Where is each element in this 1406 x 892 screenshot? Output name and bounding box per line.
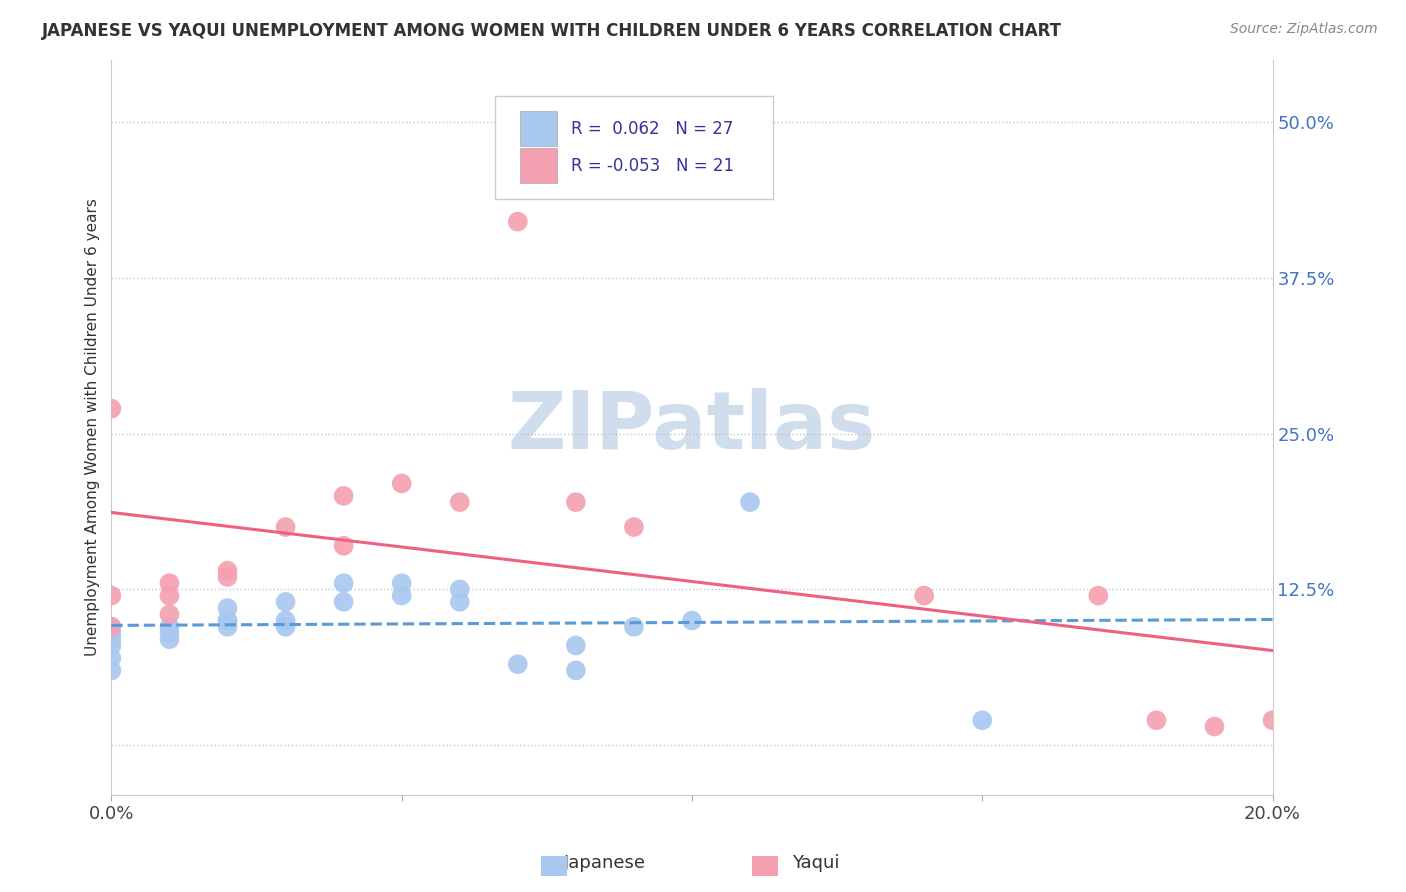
Point (159, 607, 181, 622)
Text: ZIPatlas: ZIPatlas (508, 388, 876, 467)
Point (217, 601, 239, 615)
Point (391, 576, 413, 591)
Point (159, 632, 181, 647)
Point (274, 595, 297, 609)
Point (738, 495, 761, 509)
Point (100, 664, 122, 678)
Text: Japanese: Japanese (564, 855, 645, 872)
FancyBboxPatch shape (520, 148, 557, 183)
Point (623, 620, 645, 634)
Point (159, 626, 181, 640)
Point (912, 589, 935, 603)
Point (159, 576, 181, 591)
Y-axis label: Unemployment Among Women with Children Under 6 years: Unemployment Among Women with Children U… (86, 198, 100, 657)
Point (332, 595, 354, 609)
Point (217, 570, 239, 584)
Point (100, 589, 122, 603)
Point (100, 626, 122, 640)
Text: R = -0.053   N = 21: R = -0.053 N = 21 (571, 156, 734, 175)
Point (681, 614, 703, 628)
Point (1087, 589, 1109, 603)
Point (274, 620, 297, 634)
Point (217, 614, 239, 628)
Point (972, 713, 994, 727)
Point (449, 582, 471, 597)
Point (1261, 713, 1284, 727)
Text: JAPANESE VS YAQUI UNEMPLOYMENT AMONG WOMEN WITH CHILDREN UNDER 6 YEARS CORRELATI: JAPANESE VS YAQUI UNEMPLOYMENT AMONG WOM… (42, 22, 1062, 40)
Point (100, 632, 122, 647)
Point (391, 476, 413, 491)
Point (449, 595, 471, 609)
Point (100, 639, 122, 653)
Point (217, 614, 239, 628)
Text: Yaqui: Yaqui (792, 855, 839, 872)
FancyBboxPatch shape (520, 112, 557, 146)
Point (623, 520, 645, 534)
Point (274, 520, 297, 534)
Point (565, 664, 588, 678)
Text: Source: ZipAtlas.com: Source: ZipAtlas.com (1230, 22, 1378, 37)
Point (332, 576, 354, 591)
Point (274, 614, 297, 628)
Point (1204, 719, 1226, 733)
Point (332, 539, 354, 553)
FancyBboxPatch shape (495, 96, 773, 199)
Point (217, 564, 239, 578)
Point (506, 214, 529, 228)
Point (391, 589, 413, 603)
Point (332, 489, 354, 503)
Point (159, 589, 181, 603)
Point (100, 620, 122, 634)
Point (217, 620, 239, 634)
Point (100, 620, 122, 634)
Point (449, 495, 471, 509)
Point (506, 657, 529, 672)
Point (159, 620, 181, 634)
Point (565, 495, 588, 509)
Text: R =  0.062   N = 27: R = 0.062 N = 27 (571, 120, 734, 137)
Point (100, 401, 122, 416)
Point (100, 651, 122, 665)
Point (1144, 713, 1167, 727)
Point (565, 639, 588, 653)
